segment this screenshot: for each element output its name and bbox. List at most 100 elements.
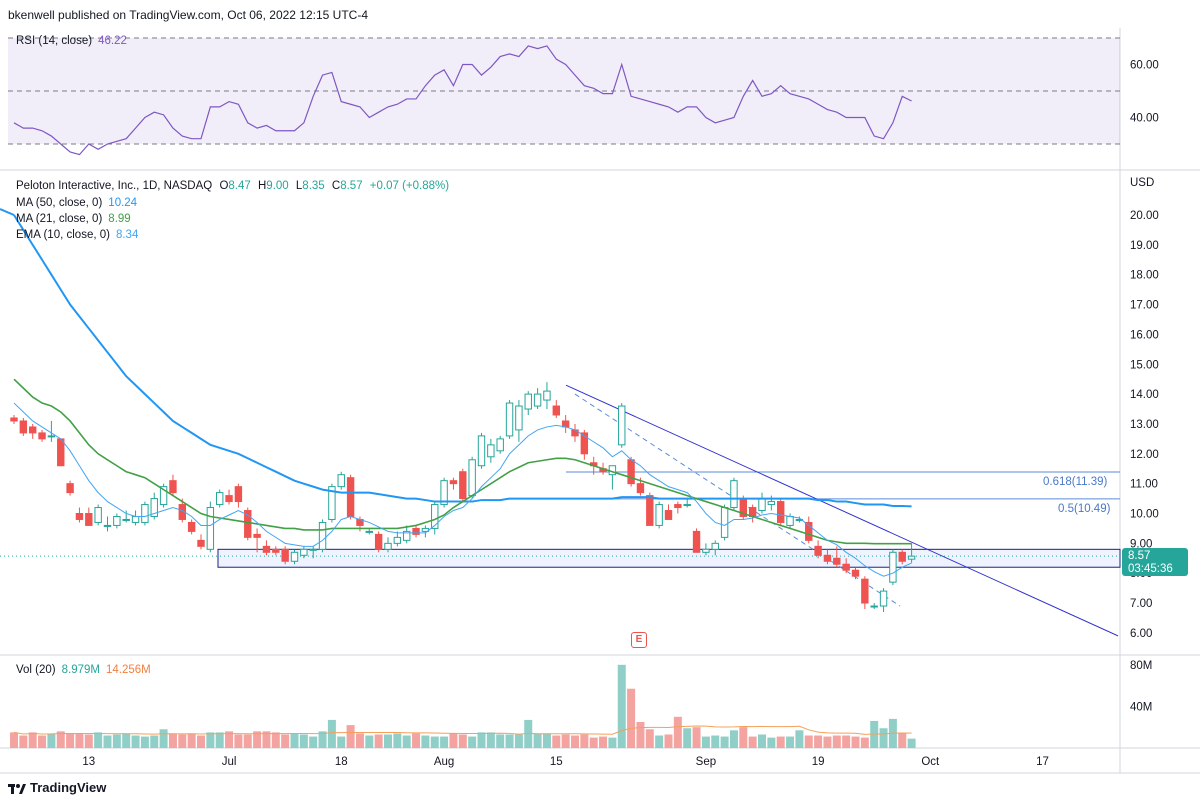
volume-bar bbox=[683, 728, 692, 748]
candle-body bbox=[496, 438, 504, 452]
candle-body bbox=[169, 480, 177, 494]
candle-body bbox=[57, 438, 65, 467]
earnings-marker[interactable]: E bbox=[631, 632, 647, 648]
volume-bar bbox=[365, 735, 374, 748]
volume-bar bbox=[739, 727, 748, 748]
volume-bar bbox=[47, 733, 56, 748]
time-tick-label: Aug bbox=[434, 756, 454, 768]
volume-bar bbox=[842, 735, 851, 748]
candle-body bbox=[664, 510, 673, 520]
volume-bar bbox=[561, 734, 570, 748]
downtrend-line bbox=[565, 384, 1119, 637]
last-price-tag: 8.57 03:45:36 bbox=[1122, 548, 1188, 576]
candle-body bbox=[38, 432, 46, 440]
ma50-label: MA (50, close, 0) bbox=[16, 197, 103, 209]
price-tick-label: 16.00 bbox=[1130, 329, 1159, 341]
volume-bar bbox=[253, 731, 262, 748]
price-tick-label: 11.00 bbox=[1130, 479, 1158, 491]
rsi-band bbox=[8, 38, 1120, 144]
ema10-line bbox=[13, 402, 912, 577]
candle-body bbox=[833, 557, 841, 565]
candle-body bbox=[636, 483, 645, 494]
candle-body bbox=[318, 521, 327, 550]
volume-bar bbox=[673, 716, 682, 748]
volume-bar bbox=[262, 731, 271, 748]
candle-body bbox=[814, 545, 822, 556]
candle-body bbox=[75, 513, 84, 520]
volume-bar bbox=[346, 725, 355, 748]
candle-body bbox=[131, 515, 140, 523]
ma21-legend: MA (21, close, 0) 8.99 bbox=[16, 213, 131, 225]
volume-bar bbox=[178, 734, 187, 748]
candle-body bbox=[543, 390, 551, 401]
volume-bar bbox=[56, 731, 65, 748]
volume-bar bbox=[28, 732, 37, 748]
volume-bar bbox=[440, 736, 449, 748]
candle-body bbox=[618, 405, 626, 446]
candle-body bbox=[683, 504, 691, 507]
candle-body bbox=[758, 498, 766, 512]
candle-body bbox=[122, 518, 130, 521]
volume-bar bbox=[122, 733, 131, 748]
price-legend: Peloton Interactive, Inc., 1D, NASDAQ O8… bbox=[16, 180, 449, 192]
candle-body bbox=[851, 569, 860, 577]
volume-bar bbox=[215, 732, 224, 748]
candle-body bbox=[730, 480, 738, 509]
candle-body bbox=[692, 530, 701, 553]
volume-bar bbox=[496, 734, 505, 748]
volume-bar bbox=[758, 734, 766, 748]
volume-bar bbox=[589, 737, 598, 748]
low-value: 8.35 bbox=[302, 180, 325, 192]
volume-bar bbox=[281, 734, 290, 748]
time-tick-label: 15 bbox=[550, 756, 563, 768]
volume-bar bbox=[309, 736, 318, 748]
volume-bar bbox=[851, 736, 860, 748]
earnings-letter: E bbox=[635, 634, 643, 645]
price-tick-label: 9.00 bbox=[1130, 538, 1152, 550]
volume-bar bbox=[430, 736, 439, 748]
candle-body bbox=[262, 545, 271, 553]
candle-body bbox=[477, 435, 486, 467]
time-tick-label: Jul bbox=[222, 756, 237, 768]
rsi-legend-label: RSI (14, close) bbox=[16, 35, 93, 47]
rsi-line bbox=[13, 45, 912, 156]
volume-bar bbox=[84, 734, 93, 748]
time-tick-label: 17 bbox=[1036, 756, 1049, 768]
candle-body bbox=[66, 483, 74, 494]
price-tick-label: 19.00 bbox=[1130, 240, 1159, 252]
candle-body bbox=[711, 542, 719, 550]
candle-body bbox=[515, 405, 523, 431]
candle-body bbox=[150, 498, 158, 517]
volume-legend: Vol (20) 8.979M 14.256M bbox=[16, 664, 151, 676]
time-tick-label: 18 bbox=[335, 756, 348, 768]
candle-body bbox=[187, 521, 196, 532]
candle-body bbox=[898, 551, 906, 562]
volume-bar bbox=[720, 736, 729, 748]
volume-bar bbox=[832, 735, 841, 748]
price-tick-label: 10.00 bbox=[1130, 509, 1159, 521]
volume-bar bbox=[552, 735, 561, 748]
volume-bar bbox=[393, 733, 402, 748]
price-tick-label: 14.00 bbox=[1130, 389, 1159, 401]
candle-body bbox=[403, 530, 411, 541]
volume-bar bbox=[10, 732, 18, 748]
time-tick-label: 19 bbox=[812, 756, 825, 768]
price-tick-label: 7.00 bbox=[1130, 598, 1152, 610]
ma21-value: 8.99 bbox=[108, 213, 131, 225]
volume-bar bbox=[645, 729, 654, 748]
candle-body bbox=[505, 402, 514, 437]
fib-618-label: 0.618(11.39) bbox=[1043, 476, 1108, 488]
volume-bar bbox=[271, 732, 280, 748]
volume-bar bbox=[140, 736, 149, 748]
bar-countdown: 03:45:36 bbox=[1128, 563, 1173, 575]
volume-bar bbox=[94, 732, 103, 748]
candle-body bbox=[487, 444, 495, 458]
volume-bar bbox=[804, 735, 813, 748]
price-tick-label: 13.00 bbox=[1130, 419, 1159, 431]
volume-bar bbox=[786, 736, 795, 748]
candle-body bbox=[10, 417, 18, 422]
volume-bar bbox=[701, 736, 710, 748]
last-price: 8.57 bbox=[1128, 550, 1151, 562]
candle-body bbox=[234, 486, 243, 503]
